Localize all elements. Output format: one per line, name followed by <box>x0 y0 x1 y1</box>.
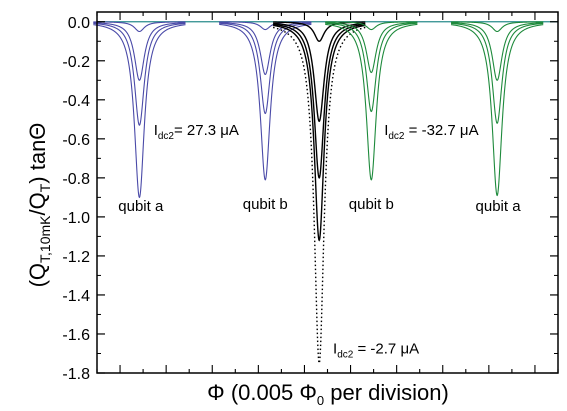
dip-curve-green-5-2 <box>451 22 544 81</box>
annotation-qubit-a-left: qubit a <box>118 198 164 215</box>
dip-curve-green-5-3 <box>451 21 544 33</box>
y-tick-label: -1.0 <box>62 210 90 227</box>
annotation-qubit-b-right: qubit b <box>349 196 394 213</box>
y-tick-label: -0.8 <box>62 171 90 188</box>
dip-curve-blue-0-1 <box>93 22 186 126</box>
y-tick-label: -1.4 <box>62 288 90 305</box>
dip-curve-green-4-2 <box>325 22 418 74</box>
y-tick-label: -0.2 <box>62 54 90 71</box>
dip-curve-blue-0-2 <box>93 22 186 81</box>
dip-curve-black-2-1 <box>273 23 366 179</box>
annotation-idc2-minus2: Idc2 = -2.7 μA <box>333 340 419 360</box>
dip-curve-blue-1-1 <box>219 22 312 115</box>
dip-curve-black-2-2 <box>273 22 366 123</box>
dip-curve-green-4-3 <box>325 21 418 31</box>
dip-curve-blue-1-3 <box>219 21 312 31</box>
y-tick-label: -0.4 <box>62 93 90 110</box>
y-tick-labels: 0.0 -0.2 -0.4 -0.6 -0.8 -1.0 -1.2 -1.4 -1.6 -1.8 <box>62 15 90 383</box>
dip-curve-blue-0-3 <box>93 21 186 33</box>
dip-curve-blue-1-2 <box>219 22 312 76</box>
y-axis-label: (QT,10mK/QT) tanΘ <box>25 123 53 288</box>
y-tick-label: 0.0 <box>68 15 90 32</box>
plot-frame <box>96 11 559 374</box>
annotation-qubit-a-right: qubit a <box>476 198 522 215</box>
dip-curve-green-5-1 <box>451 22 544 124</box>
annotation-idc2-27: Idc2= 27.3 μA <box>154 122 239 142</box>
dip-curve-black-3-0 <box>272 26 366 365</box>
curves-layer <box>93 21 558 365</box>
y-tick-label: -1.2 <box>62 249 90 266</box>
x-axis-label: Φ (0.005 Φ0 per division) <box>207 380 449 408</box>
dip-curve-green-5-0 <box>450 24 544 197</box>
dip-curve-green-4-0 <box>325 23 418 181</box>
ticks-layer <box>96 12 559 374</box>
y-tick-label: -1.6 <box>62 327 90 344</box>
dip-curve-black-2-0 <box>273 24 366 242</box>
dip-curve-green-4-1 <box>325 22 418 113</box>
annotation-idc2-minus32: Idc2 = -32.7 μA <box>384 122 478 142</box>
annotation-qubit-b-left: qubit b <box>243 196 288 213</box>
y-tick-label: -1.8 <box>62 366 90 383</box>
y-tick-label: -0.6 <box>62 132 90 149</box>
annotations-layer: qubit a qubit b qubit b qubit a Idc2= 27.3 μ… <box>118 122 521 361</box>
dip-curve-blue-0-0 <box>93 24 186 199</box>
